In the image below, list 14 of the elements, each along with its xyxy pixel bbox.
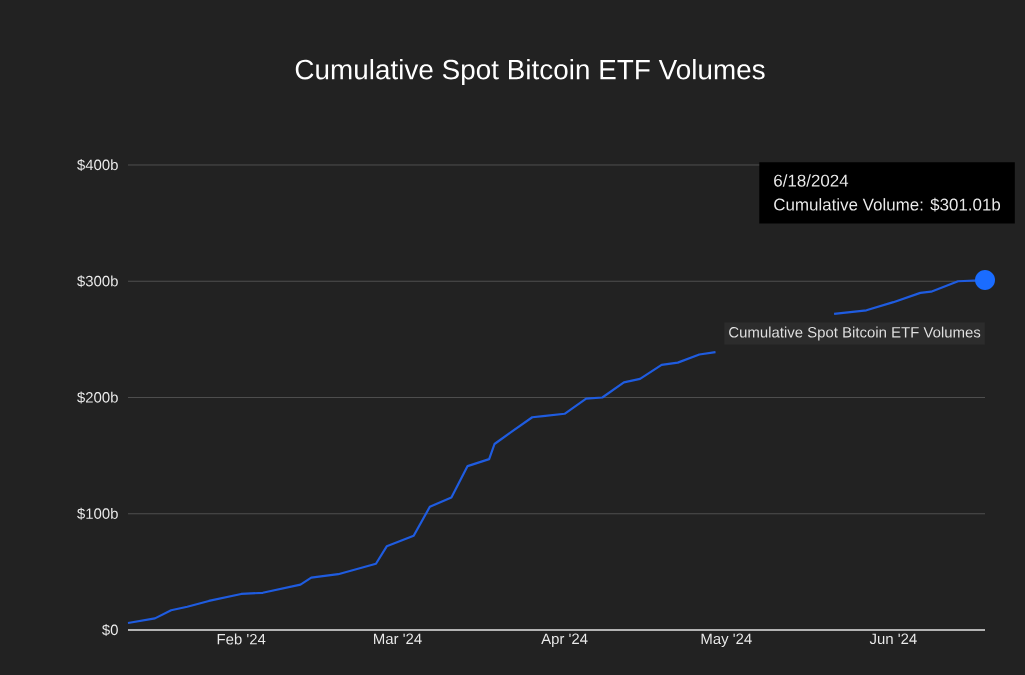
x-tick-label: Apr '24: [541, 633, 588, 648]
y-tick-label: $0: [102, 623, 118, 637]
series-label: Cumulative Spot Bitcoin ETF Volumes: [729, 326, 981, 341]
y-tick-label: $100b: [77, 507, 118, 520]
x-tick-label: Mar '24: [374, 633, 422, 645]
y-tick-label: $300b: [77, 275, 118, 288]
annotation: Cumulative Volume: $301.01b: [774, 197, 1001, 212]
annotation: 6/18/2024: [774, 174, 849, 187]
x-tick-label: Jun '24: [869, 633, 917, 645]
x-tick-label: May '24: [701, 633, 752, 648]
chart-title: Cumulative Spot Bitcoin ETF Volumes: [295, 59, 765, 85]
y-tick-label: $200b: [77, 391, 118, 404]
x-tick-label: Feb '24: [217, 633, 266, 645]
y-tick-label: $400b: [77, 158, 118, 172]
